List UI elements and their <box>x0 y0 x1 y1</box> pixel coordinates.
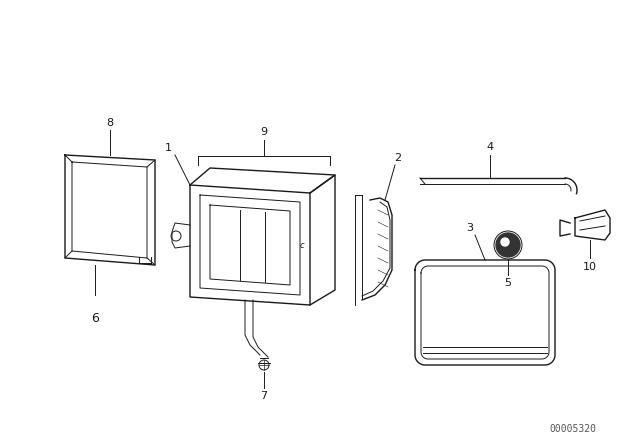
Text: 8: 8 <box>106 118 113 128</box>
Text: 5: 5 <box>504 278 511 288</box>
Text: 6: 6 <box>91 311 99 324</box>
Text: 2: 2 <box>394 153 401 163</box>
Circle shape <box>501 238 509 246</box>
Text: 00005320: 00005320 <box>549 424 596 434</box>
Text: 4: 4 <box>486 142 493 152</box>
Text: 9: 9 <box>260 127 268 137</box>
Circle shape <box>496 233 520 257</box>
Text: c: c <box>300 241 304 250</box>
Text: 10: 10 <box>583 262 597 272</box>
Text: 1: 1 <box>164 143 172 153</box>
Text: 7: 7 <box>260 391 268 401</box>
Text: 3: 3 <box>467 223 474 233</box>
